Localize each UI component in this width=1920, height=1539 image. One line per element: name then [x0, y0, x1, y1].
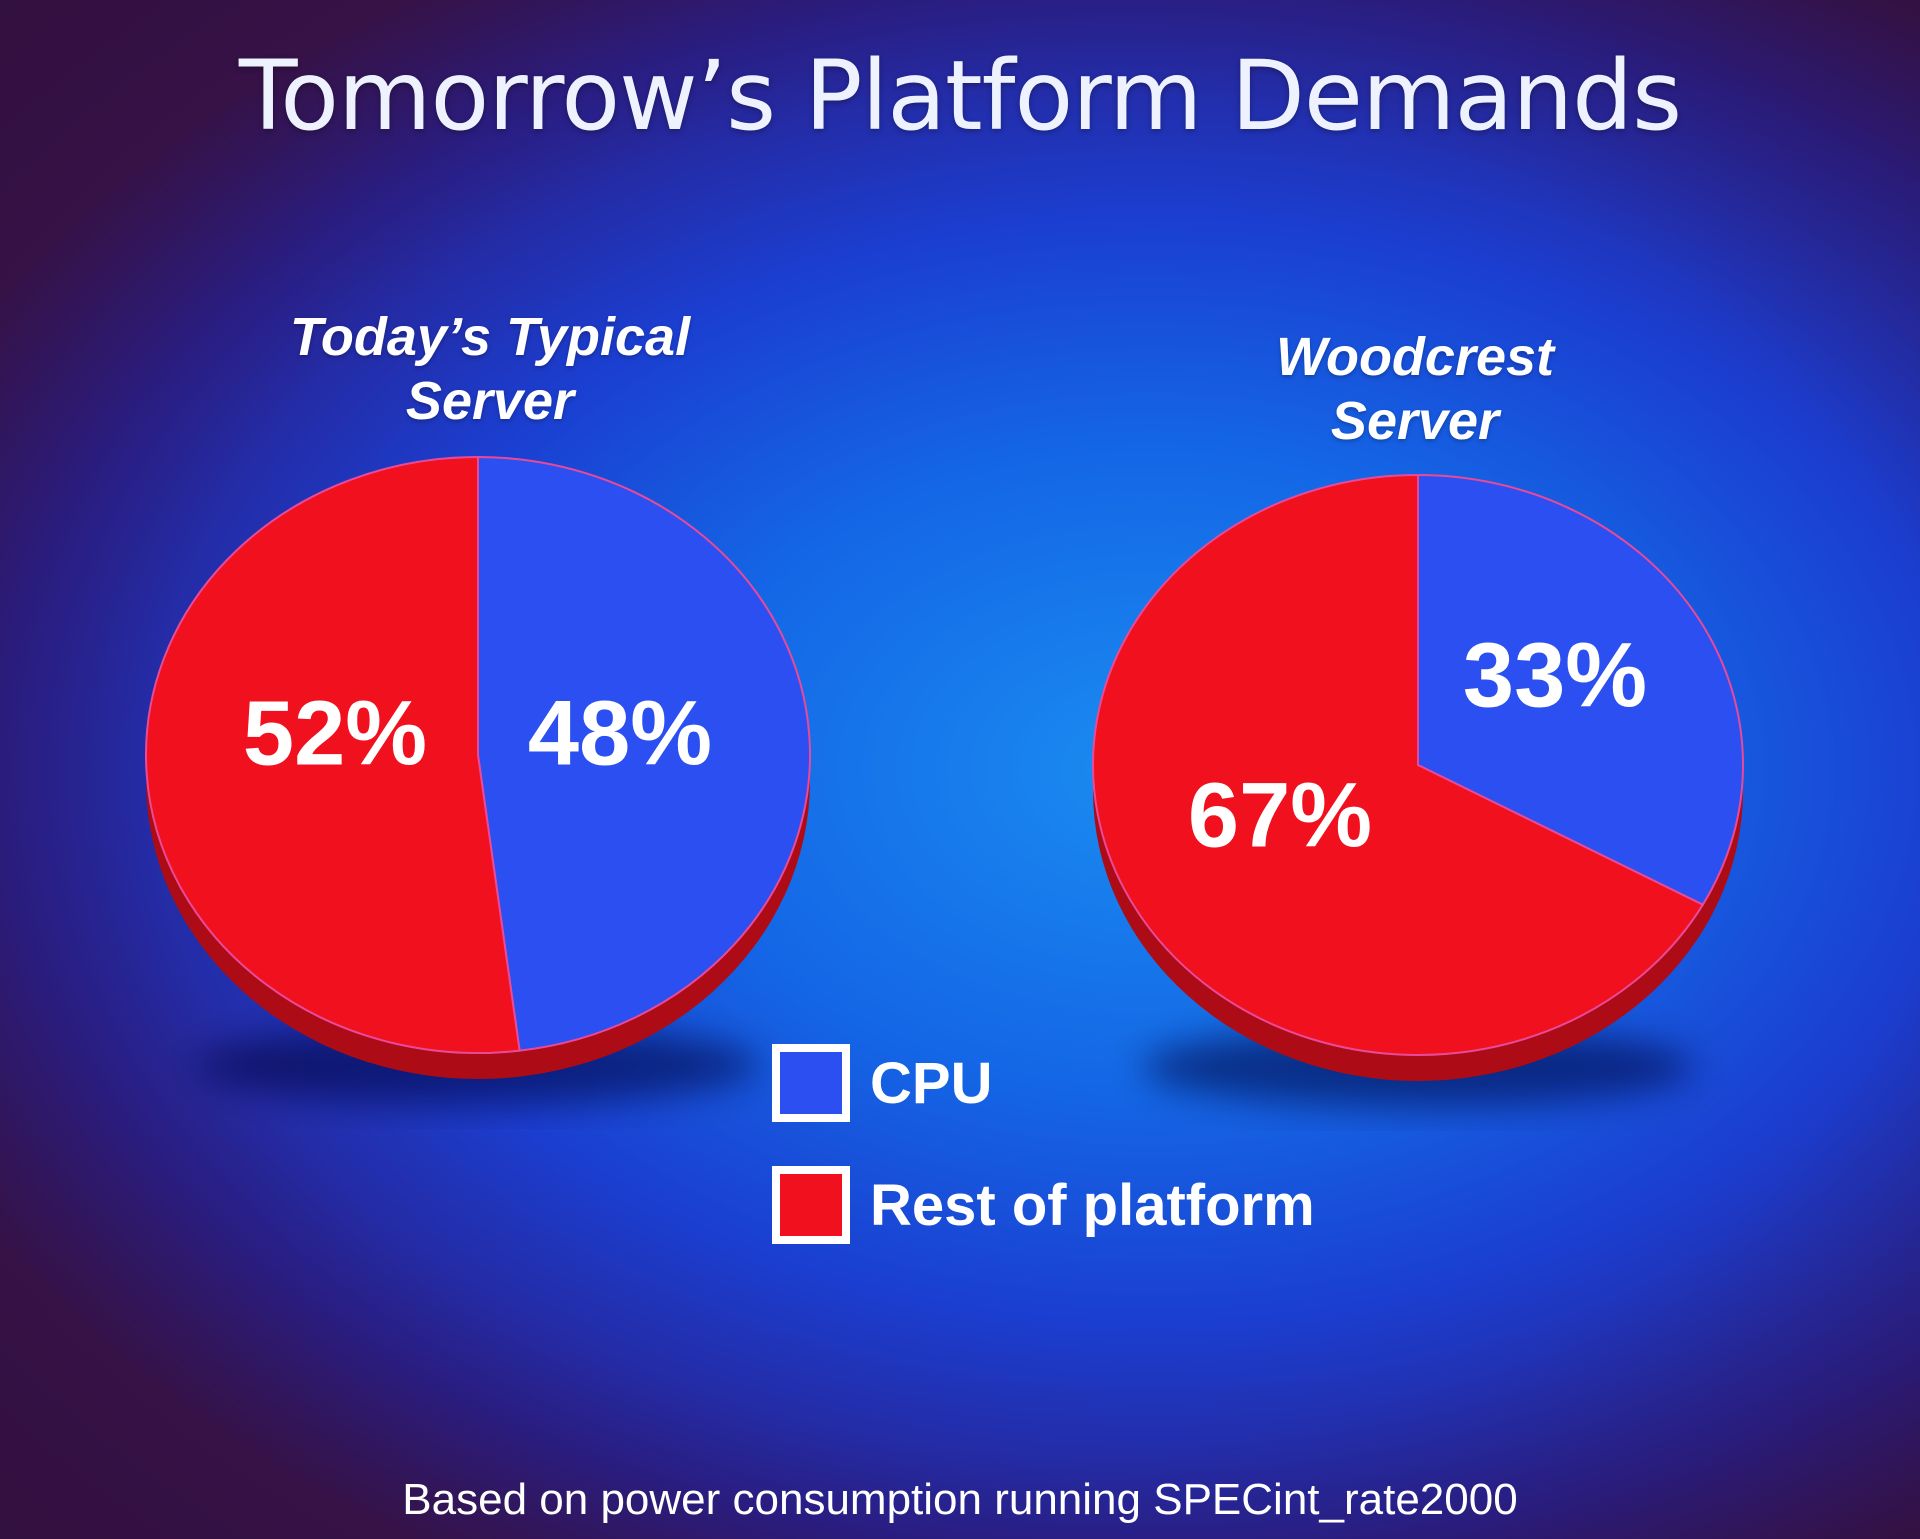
data-label-rest: 67%	[1188, 764, 1372, 866]
legend-swatch-rest	[772, 1166, 850, 1244]
pie-today: 48% 52%	[145, 455, 811, 1105]
data-label-cpu: 48%	[528, 682, 712, 784]
legend-item-cpu: CPU	[772, 1035, 1315, 1131]
chart-title-woodcrest-line-1: Woodcrest	[1275, 327, 1555, 387]
data-label-cpu: 33%	[1463, 624, 1647, 726]
chart-title-today: Today’s Typical Server	[190, 305, 790, 433]
legend-item-rest: Rest of platform	[772, 1157, 1315, 1253]
chart-title-woodcrest-line-2: Server	[1330, 391, 1500, 451]
chart-title-woodcrest: Woodcrest Server	[1115, 325, 1715, 453]
pie-slice-cpu	[477, 455, 811, 1052]
data-label-rest: 52%	[243, 682, 427, 784]
footnote: Based on power consumption running SPECi…	[402, 1475, 1518, 1524]
chart-title-today-line-2: Server	[405, 371, 575, 431]
legend-label-rest: Rest of platform	[870, 1172, 1315, 1238]
slide-title: Tomorrow’s Platform Demands	[238, 40, 1682, 152]
legend: CPU Rest of platform	[772, 1035, 1315, 1279]
legend-swatch-cpu	[772, 1044, 850, 1122]
pie-slice-rest	[1092, 473, 1705, 1056]
legend-label-cpu: CPU	[870, 1050, 993, 1116]
pie-slice-cpu	[1417, 473, 1744, 907]
chart-title-today-line-1: Today’s Typical	[289, 307, 691, 367]
pie-slice-rest	[145, 455, 521, 1054]
pie-woodcrest: 33% 67%	[1092, 473, 1744, 1107]
